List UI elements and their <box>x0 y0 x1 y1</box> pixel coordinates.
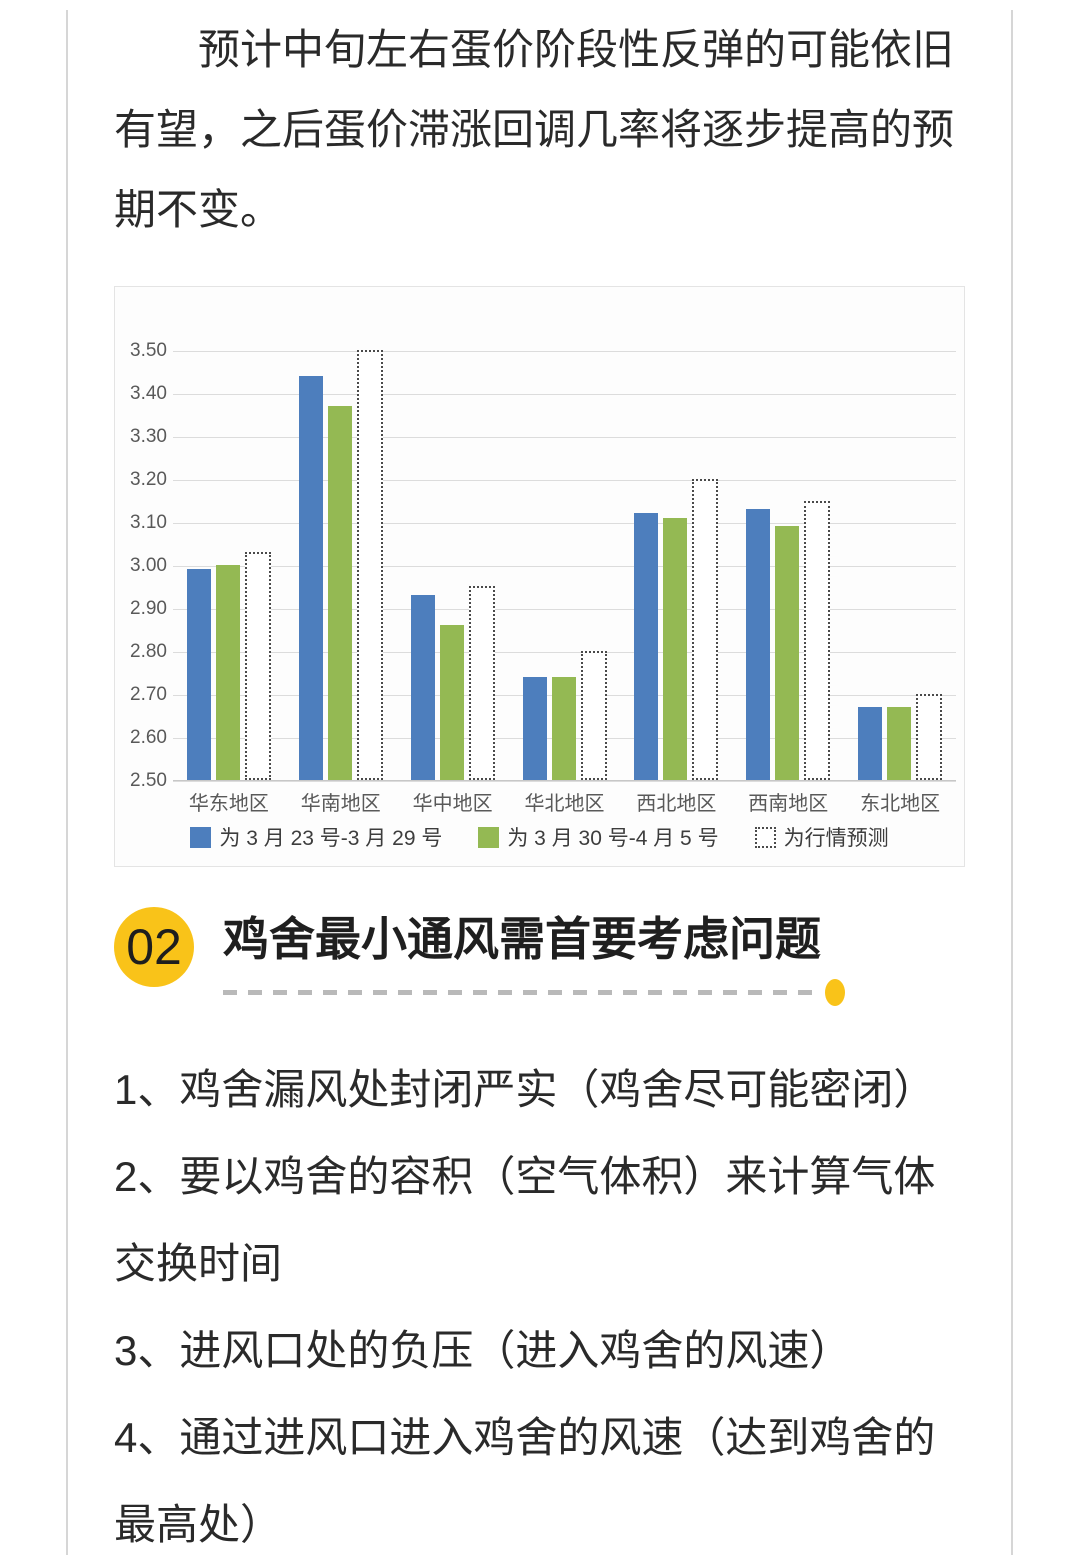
y-axis-tick-label: 2.60 <box>130 727 167 748</box>
egg-price-chart: 华东地区 华南地区 华中地区 华北地区 西北地区 西南地区 东北地区 为 3 月 23 号-… <box>114 286 965 867</box>
legend-item: 为 3 月 23 号-3 月 29 号 <box>190 822 442 852</box>
article-column: 预计中旬左右蛋价阶段性反弹的可能依旧有望，之后蛋价滞涨回调几率将逐步提高的预期不… <box>66 10 1013 1555</box>
y-axis-tick-label: 3.40 <box>130 383 167 404</box>
chart-bar <box>356 350 383 780</box>
legend-swatch-icon <box>754 826 776 848</box>
y-axis-tick-label: 2.50 <box>130 770 167 791</box>
gridline <box>173 437 956 438</box>
list-item: 1、鸡舍漏风处封闭严实（鸡舍尽可能密闭） <box>114 1066 936 1113</box>
legend-label: 为 3 月 23 号-3 月 29 号 <box>219 827 443 850</box>
y-axis-tick-label: 2.90 <box>130 598 167 619</box>
chart-bar <box>804 501 831 780</box>
legend-swatch-icon <box>190 826 212 848</box>
chart-bar <box>551 677 576 780</box>
y-axis-tick-label: 3.30 <box>130 426 167 447</box>
chart-bar <box>298 376 323 780</box>
chart-bar <box>746 509 771 780</box>
list-item: 3、进风口处的负压（进入鸡舍的风速） <box>114 1327 852 1374</box>
y-axis-tick-label: 3.50 <box>130 340 167 361</box>
bar-group <box>732 351 844 780</box>
bar-group <box>844 351 956 780</box>
chart-bar <box>634 513 659 780</box>
gridline <box>173 480 956 481</box>
bar-group <box>397 351 509 780</box>
section-header: 02 鸡舍最小通风需首要考虑问题 <box>114 907 965 1006</box>
chart-bar <box>692 479 719 780</box>
legend-swatch-icon <box>478 826 500 848</box>
bar-group <box>285 350 397 780</box>
x-axis-label: 华南地区 <box>300 793 381 815</box>
chart-bar <box>522 677 547 780</box>
chart-bar <box>410 595 435 780</box>
chart-bar <box>580 651 607 780</box>
chart-legend: 为 3 月 23 号-3 月 29 号 为 3 月 30 号-4 月 5 号 为行情… <box>115 822 964 852</box>
y-axis-tick-label: 3.20 <box>130 469 167 490</box>
chart-bar <box>244 552 271 780</box>
y-axis-tick-label: 3.10 <box>130 512 167 533</box>
legend-label: 为行情预测 <box>783 827 889 850</box>
bar-group <box>620 351 732 780</box>
gridline <box>173 609 956 610</box>
chart-bar <box>858 707 883 780</box>
gridline <box>173 394 956 395</box>
gridline <box>173 523 956 524</box>
chart-bar <box>327 406 352 780</box>
legend-item: 为行情预测 <box>754 822 889 852</box>
section-header-text: 鸡舍最小通风需首要考虑问题 <box>223 907 845 1006</box>
gridline <box>173 566 956 567</box>
bar-group <box>173 351 285 780</box>
gridline <box>173 781 956 782</box>
chart-bar <box>468 586 495 780</box>
y-axis-tick-label: 3.00 <box>130 555 167 576</box>
legend-label: 为 3 月 30 号-4 月 5 号 <box>507 827 719 850</box>
chart-bar <box>916 694 943 780</box>
chart-bar <box>439 625 464 780</box>
section-title-underline <box>223 979 845 1006</box>
y-axis-tick-label: 2.70 <box>130 684 167 705</box>
x-axis-label: 华中地区 <box>412 793 493 815</box>
x-axis-label: 华北地区 <box>524 793 605 815</box>
section-title: 鸡舍最小通风需首要考虑问题 <box>223 913 821 965</box>
lead-paragraph: 预计中旬左右蛋价阶段性反弹的可能依旧有望，之后蛋价滞涨回调几率将逐步提高的预期不… <box>114 26 955 233</box>
divider-end-dot-icon <box>825 979 845 1006</box>
chart-bar <box>887 707 912 780</box>
x-axis-label: 华东地区 <box>188 793 269 815</box>
section-number-badge: 02 <box>114 907 194 987</box>
gridline <box>173 652 956 653</box>
bar-group <box>509 351 621 780</box>
x-axis-label: 东北地区 <box>860 793 941 815</box>
dashed-divider <box>223 990 821 995</box>
chart-bar <box>663 518 688 780</box>
legend-item: 为 3 月 30 号-4 月 5 号 <box>478 822 719 852</box>
point-list: 1、鸡舍漏风处封闭严实（鸡舍尽可能密闭） 2、要以鸡舍的容积（空气体积）来计算气… <box>114 1046 965 1568</box>
x-axis-label: 西南地区 <box>748 793 829 815</box>
gridline <box>173 351 956 352</box>
x-axis-label: 西北地区 <box>636 793 717 815</box>
chart-plot <box>173 350 956 782</box>
list-item: 4、通过进风口进入鸡舍的风速（达到鸡舍的最高处） <box>114 1414 936 1548</box>
list-item: 2、要以鸡舍的容积（空气体积）来计算气体交换时间 <box>114 1153 936 1287</box>
chart-x-axis-labels: 华东地区 华南地区 华中地区 华北地区 西北地区 西南地区 东北地区 <box>173 787 956 816</box>
chart-bar <box>186 569 211 780</box>
chart-bar <box>775 526 800 780</box>
y-axis-tick-label: 2.80 <box>130 641 167 662</box>
chart-bar <box>215 565 240 780</box>
